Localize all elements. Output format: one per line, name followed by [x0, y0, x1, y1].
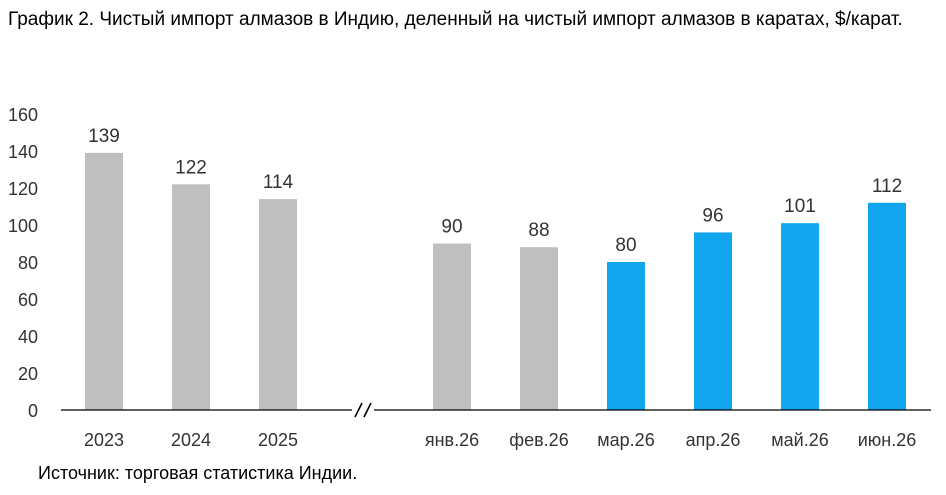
data-label: 114 [263, 172, 294, 193]
axis-break-marker [352, 402, 374, 418]
y-axis: 0 20 40 60 80 100 120 140 160 [8, 105, 38, 421]
y-tick-label: 60 [18, 290, 38, 310]
x-tick-label: мар.26 [597, 430, 654, 450]
chart-title: График 2. Чистый импорт алмазов в Индию,… [8, 9, 903, 30]
y-tick-label: 140 [8, 142, 38, 162]
bar-апр.26 [694, 232, 732, 410]
bar-2024 [172, 184, 210, 410]
bar-2023 [85, 152, 123, 410]
data-label: 112 [872, 176, 902, 197]
x-tick-label: апр.26 [686, 430, 741, 450]
y-tick-label: 80 [18, 253, 38, 273]
y-tick-label: 160 [8, 105, 38, 125]
y-tick-label: 40 [18, 327, 38, 347]
bar-мар.26 [607, 262, 645, 410]
data-label: 90 [441, 217, 462, 238]
source-note: Источник: торговая статистика Индии. [38, 463, 358, 483]
y-tick-label: 0 [28, 401, 38, 421]
x-axis: 2023 2024 2025 янв.26 фев.26 мар.26 апр.26 май.… [61, 402, 931, 450]
y-tick-label: 20 [18, 364, 38, 384]
y-tick-label: 120 [8, 179, 38, 199]
bar-май.26 [781, 223, 819, 410]
bar-2025 [259, 199, 297, 410]
bar-июн.26 [868, 202, 906, 410]
data-label: 96 [702, 205, 723, 226]
y-tick-label: 100 [8, 216, 38, 236]
x-tick-label: фев.26 [509, 430, 568, 450]
bars [85, 152, 906, 410]
bar-янв.26 [433, 243, 471, 410]
data-label: 88 [528, 220, 549, 241]
x-tick-label: май.26 [771, 430, 828, 450]
data-label: 80 [615, 235, 636, 256]
x-tick-label: июн.26 [858, 430, 917, 450]
data-label: 101 [784, 196, 816, 217]
x-tick-label: 2023 [84, 430, 124, 450]
x-tick-label: 2025 [258, 430, 298, 450]
data-label: 122 [175, 157, 207, 178]
x-tick-label: янв.26 [425, 430, 479, 450]
data-label: 139 [88, 126, 120, 147]
x-tick-label: 2024 [171, 430, 211, 450]
bar-фев.26 [520, 247, 558, 410]
data-labels: 139 122 114 90 88 80 96 101 112 [88, 126, 902, 256]
